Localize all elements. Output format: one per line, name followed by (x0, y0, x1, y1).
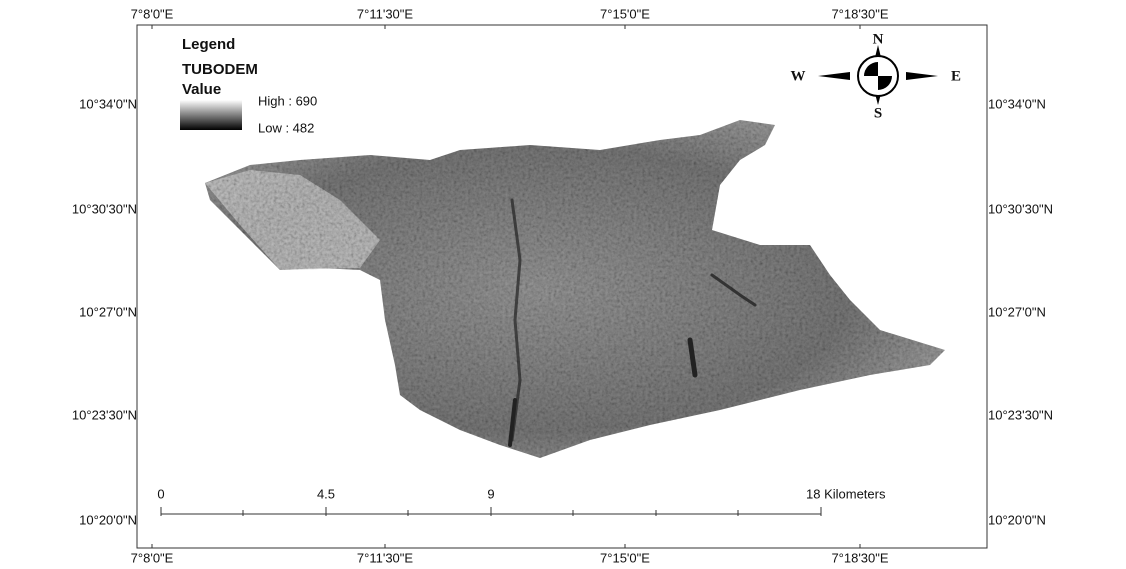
right-coord-label: 10°20'0"N (988, 512, 1046, 527)
top-coord-label: 7°8'0"E (131, 6, 174, 21)
scale-label: 9 (487, 486, 494, 501)
legend-title: Legend (182, 36, 235, 53)
right-coord-label: 10°27'0"N (988, 304, 1046, 319)
scale-label: 18 Kilometers (806, 486, 886, 501)
right-coord-label: 10°23'30"N (988, 407, 1053, 422)
legend-ramp (180, 100, 242, 130)
compass-w: W (791, 68, 806, 84)
bottom-coord-label: 7°8'0"E (131, 550, 174, 565)
legend-high: High : 690 (258, 93, 317, 108)
scale-label: 4.5 (317, 486, 335, 501)
left-coord-label: 10°30'30"N (72, 201, 137, 216)
left-coord-label: 10°20'0"N (79, 512, 137, 527)
bottom-coord-label: 7°15'0"E (600, 550, 650, 565)
compass-e: E (951, 68, 961, 84)
right-coord-label: 10°34'0"N (988, 96, 1046, 111)
scale-label: 0 (157, 486, 164, 501)
legend-layer: TUBODEM (182, 61, 258, 78)
right-coord-label: 10°30'30"N (988, 201, 1053, 216)
top-coord-label: 7°11'30"E (357, 6, 413, 21)
map-figure: Legend TUBODEM Value High : 690 Low : 48… (0, 0, 1126, 569)
legend-field: Value (182, 81, 221, 98)
left-coord-label: 10°34'0"N (79, 96, 137, 111)
top-coord-label: 7°18'30"E (831, 6, 888, 21)
left-coord-label: 10°27'0"N (79, 304, 137, 319)
bottom-coord-label: 7°11'30"E (357, 550, 413, 565)
left-coord-label: 10°23'30"N (72, 407, 137, 422)
bottom-coord-label: 7°18'30"E (831, 550, 888, 565)
compass-n: N (873, 31, 884, 47)
top-coord-label: 7°15'0"E (600, 6, 650, 21)
legend-low: Low : 482 (258, 120, 314, 135)
compass-s: S (874, 105, 882, 121)
